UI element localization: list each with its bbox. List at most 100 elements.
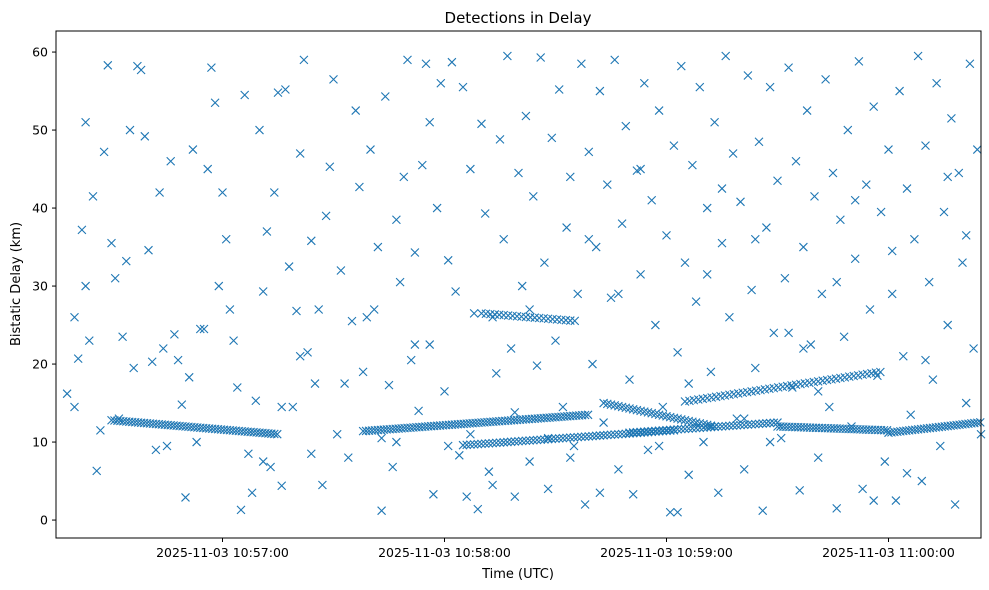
data-point	[728, 149, 738, 158]
data-point	[318, 480, 327, 490]
data-point	[188, 145, 198, 154]
y-axis-ticks: 0 10 20 30 40 50 60	[32, 45, 56, 528]
data-point	[654, 426, 664, 436]
data-point	[924, 277, 934, 287]
data-point	[662, 425, 671, 435]
data-point	[70, 402, 79, 412]
data-point	[695, 82, 705, 92]
data-point	[195, 324, 205, 334]
data-point	[277, 481, 287, 491]
data-point	[639, 407, 649, 417]
data-point	[451, 287, 460, 296]
data-point	[147, 357, 157, 367]
data-point	[688, 424, 697, 433]
data-point	[887, 246, 897, 256]
data-point	[547, 133, 557, 143]
data-point	[510, 437, 520, 446]
data-point	[565, 172, 575, 182]
data-point	[725, 421, 734, 431]
data-point	[935, 441, 945, 451]
data-point	[525, 436, 534, 445]
data-point	[654, 410, 664, 420]
data-point	[795, 486, 805, 495]
data-point	[602, 399, 612, 409]
data-point	[602, 430, 612, 440]
data-point	[743, 71, 753, 80]
data-point	[702, 269, 712, 279]
data-point	[184, 372, 194, 382]
data-point	[580, 500, 590, 509]
data-point	[706, 421, 716, 431]
data-point	[377, 433, 386, 443]
data-point	[551, 434, 560, 444]
data-point	[843, 125, 853, 135]
data-point	[836, 215, 845, 225]
data-point	[602, 180, 612, 190]
data-point	[943, 320, 953, 330]
data-point	[310, 379, 320, 388]
data-point	[765, 82, 775, 92]
data-point	[702, 420, 712, 430]
data-point	[266, 462, 275, 472]
data-point	[203, 164, 213, 174]
data-point	[329, 74, 338, 84]
data-point	[88, 191, 98, 201]
y-tick-label: 50	[32, 123, 48, 138]
data-point	[614, 429, 623, 439]
data-point	[488, 480, 497, 490]
data-point	[673, 425, 682, 434]
data-point	[799, 242, 808, 252]
data-point	[207, 63, 216, 73]
data-point	[813, 386, 823, 396]
data-point	[314, 305, 324, 314]
data-point	[588, 431, 597, 441]
data-point	[236, 505, 246, 515]
data-point	[466, 440, 475, 450]
data-point	[662, 411, 671, 421]
data-point	[281, 85, 290, 94]
data-point	[676, 424, 686, 434]
data-point	[895, 86, 904, 96]
data-point	[950, 500, 960, 509]
data-point	[155, 188, 164, 197]
data-point	[558, 433, 568, 443]
data-point	[676, 415, 686, 424]
data-point	[258, 287, 268, 296]
data-point	[506, 344, 516, 353]
data-point	[773, 418, 782, 427]
data-point	[177, 400, 187, 410]
data-point	[691, 297, 701, 307]
data-point	[295, 351, 305, 361]
data-point	[754, 419, 764, 429]
data-point	[583, 410, 593, 420]
data-point	[680, 424, 690, 434]
data-point	[673, 414, 682, 424]
data-point	[358, 367, 368, 377]
data-point	[377, 506, 386, 516]
data-point	[62, 389, 72, 399]
data-point	[158, 344, 168, 353]
data-point	[373, 242, 383, 252]
data-point	[255, 125, 264, 135]
data-point	[739, 420, 749, 430]
data-point	[417, 160, 427, 170]
data-point	[118, 332, 127, 342]
data-point	[717, 421, 727, 431]
data-point	[162, 441, 172, 451]
data-point	[902, 468, 912, 478]
data-point	[225, 305, 235, 314]
data-point	[558, 402, 568, 412]
data-point	[643, 408, 653, 417]
data-point	[628, 428, 638, 437]
y-tick-label: 10	[32, 435, 48, 450]
data-point	[684, 379, 694, 388]
data-point	[717, 238, 727, 248]
data-point	[780, 273, 790, 283]
data-point	[484, 467, 494, 477]
data-point	[469, 440, 479, 449]
data-point	[591, 242, 601, 252]
data-point	[947, 113, 956, 123]
data-point	[577, 59, 586, 69]
plot-frame	[55, 30, 982, 539]
data-point	[436, 78, 446, 88]
